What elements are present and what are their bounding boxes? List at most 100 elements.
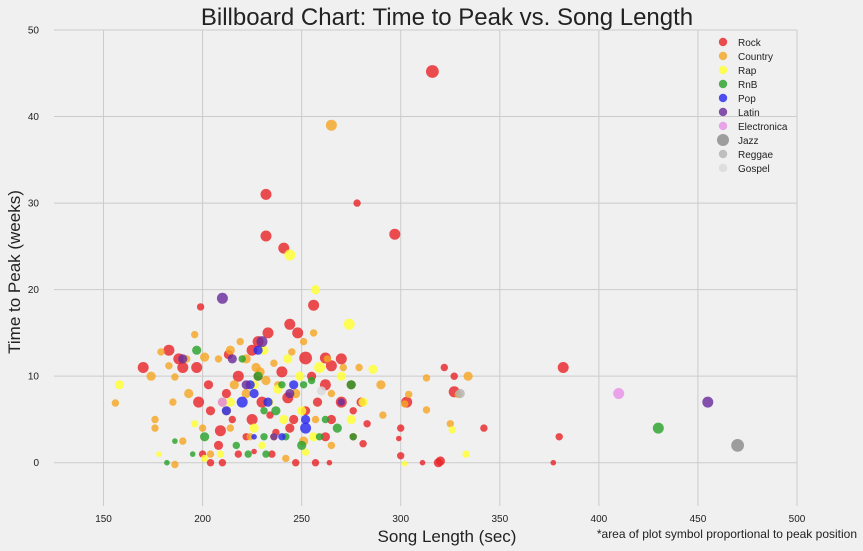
point-country: [179, 437, 187, 445]
point-pop: [263, 397, 273, 407]
point-country: [171, 460, 179, 469]
point-rock: [325, 360, 337, 372]
point-rap: [310, 285, 321, 295]
point-rap: [301, 448, 310, 456]
legend-marker-country: [718, 51, 728, 61]
point-rock: [555, 433, 563, 441]
point-rnb: [244, 450, 252, 458]
legend-marker-electronica: [718, 121, 728, 131]
point-rock: [363, 420, 371, 428]
point-rnb: [297, 440, 307, 450]
point-rnb: [192, 345, 202, 355]
point-rock: [353, 199, 361, 207]
point-rap: [225, 397, 235, 407]
point-rap: [343, 318, 355, 330]
data-points: [111, 65, 744, 469]
point-rock: [205, 406, 216, 416]
point-rock: [246, 414, 258, 425]
point-latin: [702, 396, 714, 408]
point-rock: [292, 459, 300, 467]
point-rock: [359, 440, 367, 448]
point-rock: [276, 366, 288, 378]
point-latin: [227, 354, 237, 364]
point-rock: [426, 65, 439, 78]
legend-label: Rock: [738, 38, 762, 49]
point-country: [376, 380, 386, 390]
footnote: *area of plot symbol proportional to pea…: [597, 527, 857, 541]
point-country: [151, 424, 159, 432]
x-tick-label: 350: [491, 514, 508, 525]
point-rock: [389, 228, 401, 240]
legend-label: Country: [738, 52, 773, 63]
point-rock: [435, 456, 445, 466]
point-electronica: [613, 388, 625, 399]
point-latin: [216, 292, 228, 304]
point-rnb: [232, 441, 240, 450]
point-country: [171, 373, 179, 381]
point-gospel: [316, 386, 327, 396]
point-country: [405, 390, 413, 399]
point-country: [339, 363, 347, 372]
point-rock: [440, 363, 448, 372]
point-rap: [249, 423, 259, 433]
point-rock: [196, 303, 205, 311]
point-country: [282, 454, 290, 463]
point-latin: [256, 336, 268, 348]
point-country: [299, 337, 308, 346]
point-pop: [221, 406, 231, 416]
point-rock: [251, 448, 257, 455]
point-rap: [309, 432, 319, 442]
legend-marker-jazz: [717, 134, 729, 146]
point-rock: [232, 370, 244, 382]
y-tick-label: 40: [28, 112, 40, 123]
point-rap: [114, 380, 124, 390]
point-rap: [191, 420, 199, 428]
point-rap: [279, 414, 289, 425]
point-rock: [326, 459, 333, 466]
point-rnb: [260, 433, 268, 441]
point-pop: [300, 422, 312, 434]
point-rock: [308, 299, 320, 311]
point-rnb: [189, 451, 196, 457]
point-country: [325, 119, 337, 131]
point-country: [446, 420, 454, 428]
point-pop: [249, 388, 259, 399]
legend-label: Rap: [738, 66, 757, 77]
point-rnb: [262, 450, 270, 458]
point-rnb: [172, 438, 178, 444]
point-rock: [397, 424, 405, 432]
point-rap: [401, 460, 408, 467]
point-rock: [206, 459, 215, 467]
point-country: [225, 345, 235, 355]
point-latin: [270, 433, 278, 441]
legend-label: Electronica: [738, 122, 788, 133]
point-country: [379, 411, 387, 419]
legend-marker-latin: [718, 107, 728, 117]
y-tick-label: 30: [28, 199, 40, 210]
legend-label: Pop: [738, 94, 756, 105]
x-tick-label: 250: [293, 514, 310, 525]
y-tick-label: 0: [33, 458, 39, 469]
x-tick-label: 300: [392, 514, 409, 525]
point-pop: [236, 396, 248, 408]
point-country: [226, 424, 234, 432]
legend: Rock Country Rap RnB Pop Latin Electronica Jazz…: [717, 37, 788, 175]
point-rock: [203, 380, 214, 390]
point-rock: [557, 362, 569, 373]
legend-marker-rock: [718, 37, 728, 47]
point-country: [270, 359, 278, 367]
point-jazz: [731, 439, 744, 452]
legend-label: Gospel: [738, 164, 770, 175]
point-rock: [163, 344, 175, 356]
x-tick-label: 150: [95, 514, 112, 525]
point-rock: [213, 440, 224, 450]
point-rock: [285, 423, 295, 433]
point-rock: [550, 459, 557, 466]
point-rock: [419, 459, 426, 466]
point-rap: [368, 364, 378, 374]
point-country: [184, 388, 194, 399]
point-rock: [218, 459, 227, 467]
point-rap: [358, 397, 368, 407]
x-tick-label: 400: [591, 514, 608, 525]
